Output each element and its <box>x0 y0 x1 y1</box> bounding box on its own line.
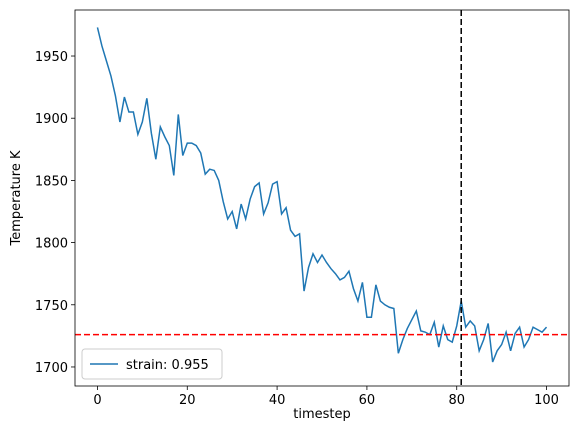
y-tick-label: 1900 <box>35 112 68 127</box>
x-tick-label: 100 <box>534 393 559 408</box>
x-tick-label: 0 <box>93 393 101 408</box>
y-tick-label: 1950 <box>35 50 68 65</box>
data-line <box>96 27 548 363</box>
y-tick-label: 1800 <box>35 237 68 252</box>
x-tick-label: 20 <box>179 393 196 408</box>
legend-label: strain: 0.955 <box>126 358 209 373</box>
y-axis-label: Temperature K <box>9 150 24 246</box>
legend-box <box>81 348 223 380</box>
plot-frame <box>74 9 570 387</box>
x-tick-label: 60 <box>359 393 376 408</box>
x-tick-label: 40 <box>269 393 286 408</box>
x-axis-label: timestep <box>293 407 351 422</box>
y-tick-label: 1700 <box>35 361 68 376</box>
y-tick-label: 1750 <box>35 299 68 314</box>
y-tick-label: 1850 <box>35 174 68 189</box>
x-tick-label: 80 <box>448 393 465 408</box>
